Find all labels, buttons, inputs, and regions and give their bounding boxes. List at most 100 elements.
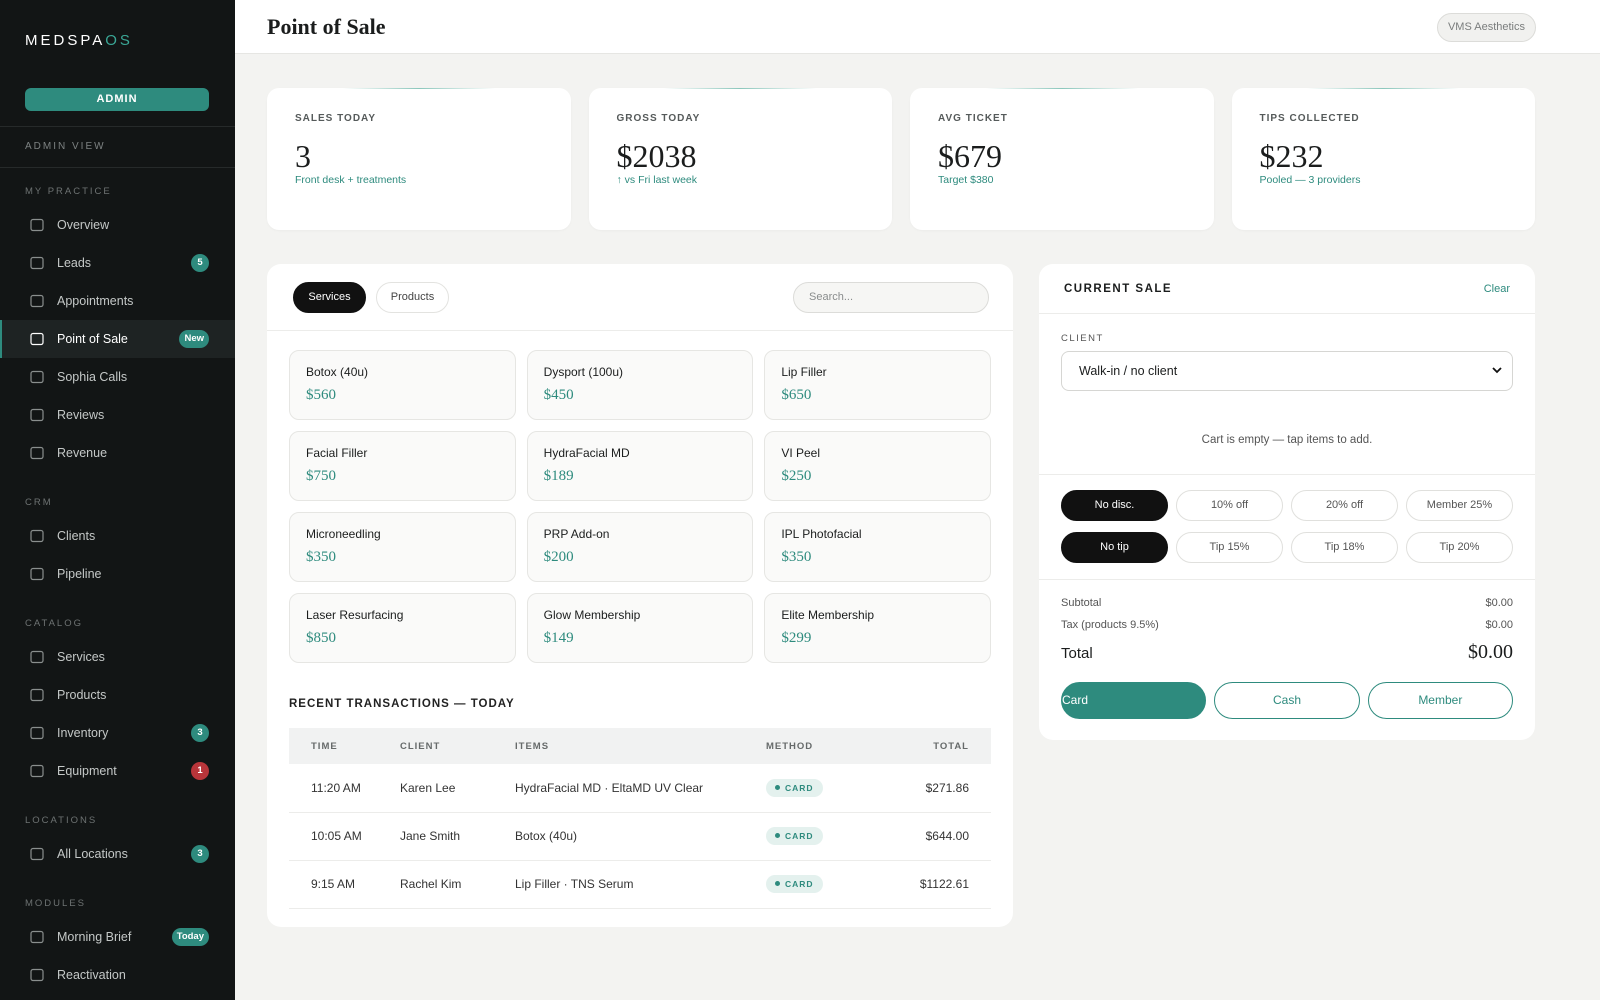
search-input[interactable]: Search... bbox=[793, 282, 989, 313]
tip-option[interactable]: No tip bbox=[1061, 532, 1168, 563]
method-pill: CARD bbox=[766, 827, 823, 845]
nav-item[interactable]: Equipment 1 bbox=[0, 752, 235, 790]
column-header: TOTAL bbox=[866, 728, 991, 764]
location-pill[interactable]: VMS Aesthetics bbox=[1437, 13, 1536, 42]
nav-label: Products bbox=[57, 688, 107, 702]
nav-item[interactable]: Clients bbox=[0, 517, 235, 555]
stat-value: $232 bbox=[1259, 138, 1324, 174]
method-pill: CARD bbox=[766, 778, 823, 797]
payment-button[interactable]: Member bbox=[1367, 682, 1513, 719]
divider bbox=[1039, 579, 1535, 580]
main: Point of Sale VMS Aesthetics SALES TODAY 3… bbox=[235, 0, 1600, 1000]
section-title: CRM bbox=[25, 497, 53, 508]
nav-item[interactable]: Point of Sale New bbox=[0, 320, 235, 358]
logo-main: MEDSPA bbox=[25, 32, 106, 49]
item-tile[interactable]: Dysport (100u) $450 bbox=[526, 350, 754, 420]
stats-row: SALES TODAY 3 Front desk + treatments GROSS… bbox=[267, 88, 1535, 230]
discount-option[interactable]: No disc. bbox=[1061, 490, 1168, 521]
stat-label: AVG TICKET bbox=[938, 113, 1008, 124]
nav-icon bbox=[30, 408, 44, 422]
table-cell: Botox (40u) bbox=[515, 812, 766, 861]
nav-icon bbox=[30, 256, 44, 270]
section-title: CATALOG bbox=[25, 618, 83, 629]
item-price: $299 bbox=[781, 630, 812, 646]
nav-item[interactable]: Reviews bbox=[0, 396, 235, 434]
sidebar-top: MEDSPAOS ADMIN bbox=[0, 0, 235, 127]
item-tile[interactable]: PRP Add-on $200 bbox=[526, 512, 754, 582]
nav-item[interactable]: Services bbox=[0, 638, 235, 676]
payment-button[interactable]: Cash bbox=[1214, 682, 1360, 719]
item-tile[interactable]: Glow Membership $149 bbox=[526, 593, 754, 663]
payment-button[interactable]: Card bbox=[1061, 682, 1207, 719]
item-tile[interactable]: Laser Resurfacing $850 bbox=[289, 593, 516, 663]
discount-options: No disc. 10% off 20% off Member 25% bbox=[1061, 490, 1513, 521]
nav-item[interactable]: Morning Brief Today bbox=[0, 918, 235, 956]
summary-label: Subtotal bbox=[1061, 597, 1102, 609]
stat-label: TIPS COLLECTED bbox=[1259, 113, 1360, 124]
nav-item[interactable]: Inventory 3 bbox=[0, 714, 235, 752]
item-tile[interactable]: Facial Filler $750 bbox=[289, 431, 516, 501]
item-tile[interactable]: Microneedling $350 bbox=[289, 512, 516, 582]
nav-item[interactable]: All Locations 3 bbox=[0, 835, 235, 873]
discount-option[interactable]: 10% off bbox=[1176, 490, 1283, 521]
nav-item[interactable]: Sophia Calls bbox=[0, 358, 235, 396]
tab-bar: Services Products Search... bbox=[267, 264, 1013, 331]
tip-option[interactable]: Tip 15% bbox=[1176, 532, 1283, 563]
table-cell: $271.86 bbox=[866, 764, 991, 813]
item-price: $350 bbox=[306, 549, 336, 565]
discount-option[interactable]: Member 25% bbox=[1406, 490, 1513, 521]
item-name: Laser Resurfacing bbox=[306, 608, 404, 622]
item-tile[interactable]: Lip Filler $650 bbox=[764, 350, 991, 420]
nav-icon bbox=[30, 370, 44, 384]
table-cell: 9:15 AM bbox=[289, 860, 400, 909]
tip-option[interactable]: Tip 20% bbox=[1406, 532, 1513, 563]
role-button[interactable]: ADMIN bbox=[25, 88, 209, 111]
nav-item[interactable]: Overview bbox=[0, 206, 235, 244]
client-select[interactable]: Walk-in / no client bbox=[1061, 351, 1513, 391]
nav-item[interactable]: Appointments bbox=[0, 282, 235, 320]
tab[interactable]: Products bbox=[376, 282, 449, 313]
table-cell: $644.00 bbox=[866, 812, 991, 861]
nav-icon bbox=[30, 930, 44, 944]
item-price: $450 bbox=[543, 387, 574, 403]
header: Point of Sale VMS Aesthetics bbox=[235, 0, 1600, 54]
nav-item[interactable]: Leads 5 bbox=[0, 244, 235, 282]
nav-icon bbox=[30, 688, 44, 702]
item-tile[interactable]: IPL Photofacial $350 bbox=[764, 512, 991, 582]
nav-icon bbox=[30, 294, 44, 308]
nav-icon bbox=[30, 968, 44, 982]
clear-button[interactable]: Clear bbox=[1483, 283, 1510, 295]
item-tile[interactable]: VI Peel $250 bbox=[764, 431, 991, 501]
empty-cart: Cart is empty — tap items to add. bbox=[1201, 434, 1373, 446]
item-name: HydraFacial MD bbox=[543, 446, 630, 460]
nav-label: Appointments bbox=[57, 294, 134, 308]
item-tile[interactable]: Botox (40u) $560 bbox=[289, 350, 516, 420]
item-tile[interactable]: Elite Membership $299 bbox=[764, 593, 991, 663]
stat-value: 3 bbox=[295, 138, 311, 174]
summary-row: Tax (products 9.5%) $0.00 bbox=[1061, 619, 1513, 631]
table-cell: 10:05 AM bbox=[289, 812, 400, 861]
tip-option[interactable]: Tip 18% bbox=[1291, 532, 1398, 563]
stat-label: SALES TODAY bbox=[295, 113, 377, 124]
stat-card: SALES TODAY 3 Front desk + treatments bbox=[267, 88, 571, 230]
item-tile[interactable]: HydraFacial MD $189 bbox=[526, 431, 754, 501]
sidebar: MEDSPAOS ADMIN ADMIN VIEW MY PRACTICE Overvi… bbox=[0, 0, 235, 1000]
column-header: METHOD bbox=[766, 728, 866, 764]
nav-icon bbox=[30, 847, 44, 861]
nav-item[interactable]: Products bbox=[0, 676, 235, 714]
item-price: $250 bbox=[781, 468, 812, 484]
nav-label: Point of Sale bbox=[57, 332, 128, 346]
discount-option[interactable]: 20% off bbox=[1291, 490, 1398, 521]
nav-label: Reviews bbox=[57, 408, 105, 422]
client-option: Walk-in / no client bbox=[1079, 364, 1178, 378]
transactions-table: TIME CLIENT ITEMS METHOD TOTAL 11:20 AM Karen … bbox=[289, 728, 991, 909]
divider bbox=[1039, 474, 1535, 475]
item-price: $350 bbox=[781, 549, 812, 565]
nav-item[interactable]: Revenue bbox=[0, 434, 235, 472]
tab[interactable]: Services bbox=[293, 282, 366, 313]
nav-label: Reactivation bbox=[57, 968, 126, 982]
nav-badge: Today bbox=[171, 928, 209, 946]
nav-item[interactable]: Reactivation bbox=[0, 956, 235, 994]
nav-item[interactable]: Pipeline bbox=[0, 555, 235, 593]
